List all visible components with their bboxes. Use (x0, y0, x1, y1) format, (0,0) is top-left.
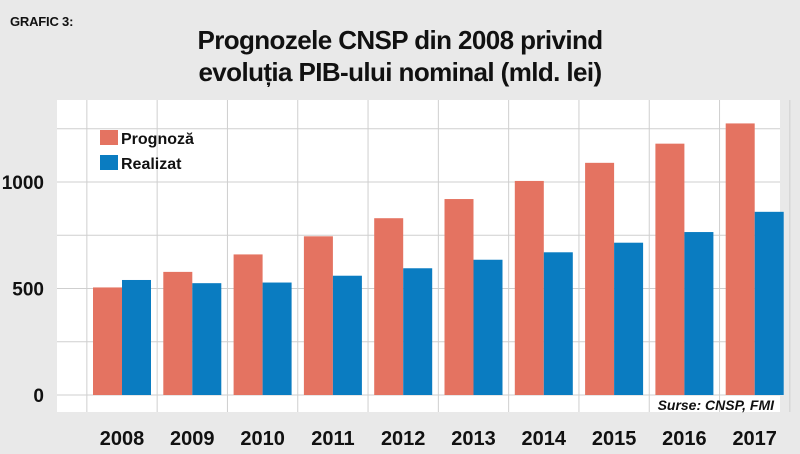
chart-label: GRAFIC 3: (10, 14, 74, 29)
legend-swatch-prognoza (100, 130, 118, 145)
x-tick-label: 2016 (662, 428, 707, 450)
legend-label-realizat: Realizat (121, 156, 182, 173)
bar-prognoza-2011 (303, 236, 333, 395)
chart-title-line-2: evoluția PIB-ului nominal (mld. lei) (198, 57, 602, 87)
bar-realizat-2010 (262, 282, 292, 395)
bar-prognoza-2008 (93, 287, 122, 395)
bar-realizat-2014 (543, 252, 573, 395)
bar-realizat-2016 (684, 232, 714, 395)
y-tick-label: 500 (12, 280, 44, 301)
bar-prognoza-2009 (163, 271, 193, 395)
chart-title-line-1: Prognozele CNSP din 2008 privind (197, 25, 603, 55)
x-tick-label: 2014 (522, 428, 567, 450)
bar-realizat-2011 (332, 275, 362, 395)
bar-prognoza-2015 (585, 162, 615, 395)
x-tick-label: 2015 (592, 428, 637, 450)
legend-label-prognoza: Prognoză (121, 131, 194, 148)
bar-prognoza-2017 (725, 123, 755, 396)
bar-prognoza-2012 (374, 218, 404, 395)
legend-swatch-realizat (100, 155, 118, 170)
chart-title: Prognozele CNSP din 2008 privind evoluți… (0, 24, 800, 88)
legend: Prognoză Realizat (100, 130, 194, 173)
x-tick-label: 2017 (732, 428, 777, 450)
bar-prognoza-2016 (655, 143, 685, 395)
bar-realizat-2013 (473, 259, 503, 395)
x-tick-label: 2012 (381, 428, 426, 450)
bar-realizat-2008 (122, 279, 151, 395)
x-tick-label: 2008 (100, 428, 145, 450)
x-tick-label: 2011 (311, 428, 354, 450)
bar-prognoza-2014 (514, 180, 544, 395)
x-axis: 2008 2009 2010 2011 2012 2013 2014 2015 2016 2017 (100, 428, 777, 450)
y-tick-label: 0 (33, 386, 44, 407)
bar-prognoza-2013 (444, 199, 474, 395)
bar-realizat-2009 (192, 283, 222, 395)
bar-realizat-2015 (614, 242, 644, 395)
bar-realizat-2012 (403, 268, 433, 395)
bar-realizat-2017 (754, 211, 784, 395)
y-axis: 0 500 1000 (2, 173, 44, 407)
y-tick-label: 1000 (2, 173, 44, 194)
x-tick-label: 2010 (240, 428, 285, 450)
x-tick-label: 2009 (170, 428, 215, 450)
source-note: Surse: CNSP, FMI (658, 397, 776, 413)
bar-prognoza-2010 (233, 254, 263, 395)
x-tick-label: 2013 (451, 428, 496, 450)
bars (93, 123, 784, 396)
